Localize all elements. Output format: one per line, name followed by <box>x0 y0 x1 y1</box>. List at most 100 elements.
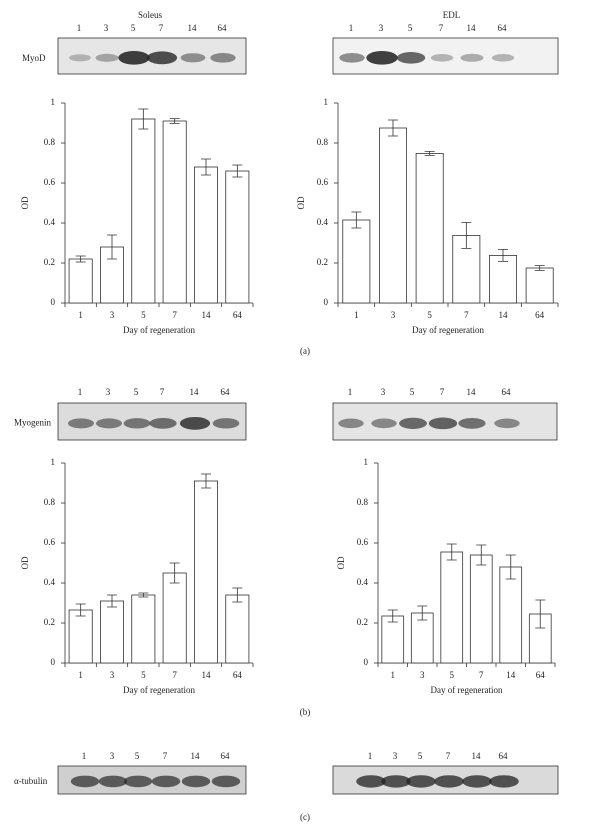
x-tick-label: 14 <box>202 310 212 320</box>
y-tick-label: 0.2 <box>317 257 328 267</box>
y-axis-title: OD <box>296 196 306 209</box>
bar <box>194 480 218 664</box>
x-tick-label: 14 <box>506 670 516 680</box>
error-bar <box>138 108 149 130</box>
error-bar <box>75 255 86 263</box>
x-tick-label: 14 <box>202 670 212 680</box>
bar <box>499 566 523 664</box>
y-tick-label: 0.6 <box>357 537 369 547</box>
bar <box>225 594 250 664</box>
blot-band <box>489 775 519 788</box>
blot-band <box>180 53 206 63</box>
y-tick-label: 0.6 <box>317 177 329 187</box>
blot-band <box>181 775 211 788</box>
bar <box>194 166 218 304</box>
lane-label: 7 <box>159 23 164 33</box>
y-tick-label: 0.4 <box>357 577 369 587</box>
x-tick-label: 1 <box>391 670 396 680</box>
blot-band <box>338 418 364 429</box>
error-bar <box>535 599 546 629</box>
y-tick-label: 0.8 <box>44 497 56 507</box>
x-tick-label: 7 <box>172 670 177 680</box>
bar <box>342 219 371 304</box>
y-tick-label: 0.4 <box>44 217 56 227</box>
bar <box>131 594 156 664</box>
lane-label: 7 <box>440 387 445 397</box>
blot-band <box>381 775 411 788</box>
lane-label: 3 <box>104 23 109 33</box>
blot-band <box>406 775 436 788</box>
blot-band <box>98 775 128 788</box>
blot-band <box>396 52 426 64</box>
lane-label: 3 <box>393 751 398 761</box>
bar <box>415 152 444 304</box>
lane-label: 7 <box>446 751 451 761</box>
lane-label: 1 <box>348 387 353 397</box>
x-tick-label: 5 <box>427 310 432 320</box>
lane-label: 14 <box>467 387 477 397</box>
blot-band <box>123 418 151 429</box>
lane-label: 64 <box>502 387 512 397</box>
bar <box>525 267 554 304</box>
y-axis-title: OD <box>336 556 346 569</box>
lane-label: 14 <box>467 23 477 33</box>
x-tick-label: 7 <box>172 310 177 320</box>
y-tick-label: 0 <box>324 297 329 307</box>
bar <box>381 615 405 664</box>
bar <box>162 572 187 664</box>
lane-label: 1 <box>368 751 373 761</box>
error-bar <box>75 603 86 617</box>
blot-band <box>399 417 427 429</box>
y-tick-label: 0.6 <box>44 177 56 187</box>
blot-label: MyoD <box>22 53 46 63</box>
x-tick-label: 64 <box>535 310 545 320</box>
error-bar <box>446 543 457 561</box>
error-bar <box>476 544 487 566</box>
bar <box>469 554 493 664</box>
lane-label: 64 <box>498 23 508 33</box>
bar <box>68 258 93 304</box>
lane-label: 64 <box>499 751 509 761</box>
y-tick-label: 0.4 <box>44 577 56 587</box>
error-bar <box>232 587 243 603</box>
x-tick-label: 64 <box>233 310 243 320</box>
blot-band <box>69 54 91 62</box>
blot-band <box>210 53 236 63</box>
y-tick-label: 1 <box>51 457 56 467</box>
x-tick-label: 5 <box>450 670 455 680</box>
panel-label: (a) <box>300 346 310 356</box>
bar <box>100 600 124 664</box>
bar <box>440 551 464 664</box>
bar <box>68 609 93 664</box>
y-tick-label: 1 <box>324 97 329 107</box>
lane-label: 1 <box>349 23 354 33</box>
panel-label: (b) <box>300 707 311 717</box>
blot-band <box>146 51 178 65</box>
y-tick-label: 0.4 <box>317 217 329 227</box>
y-tick-label: 0.6 <box>44 537 56 547</box>
blot-band <box>123 775 153 788</box>
error-bar <box>169 118 180 124</box>
lane-label: 5 <box>131 23 136 33</box>
blot-band <box>339 53 365 63</box>
y-tick-label: 0.2 <box>44 257 55 267</box>
y-axis-title: OD <box>20 556 30 569</box>
lane-label: 5 <box>408 23 413 33</box>
x-tick-label: 5 <box>141 310 146 320</box>
error-bar <box>461 222 472 249</box>
y-tick-label: 0.2 <box>357 617 368 627</box>
blot-label: α-tubulin <box>14 776 48 786</box>
lane-label: 5 <box>134 387 139 397</box>
bar <box>162 120 187 304</box>
y-tick-label: 0.8 <box>357 497 369 507</box>
blot-band <box>212 418 240 429</box>
blot-band <box>70 775 100 788</box>
x-axis-title: Day of regeneration <box>123 685 195 695</box>
y-tick-label: 0.2 <box>44 617 55 627</box>
blot-band <box>458 417 486 429</box>
x-tick-label: 1 <box>354 310 359 320</box>
blot-band <box>462 775 492 788</box>
error-bar <box>138 592 149 598</box>
blot-band <box>179 416 211 430</box>
error-bar <box>387 609 398 623</box>
